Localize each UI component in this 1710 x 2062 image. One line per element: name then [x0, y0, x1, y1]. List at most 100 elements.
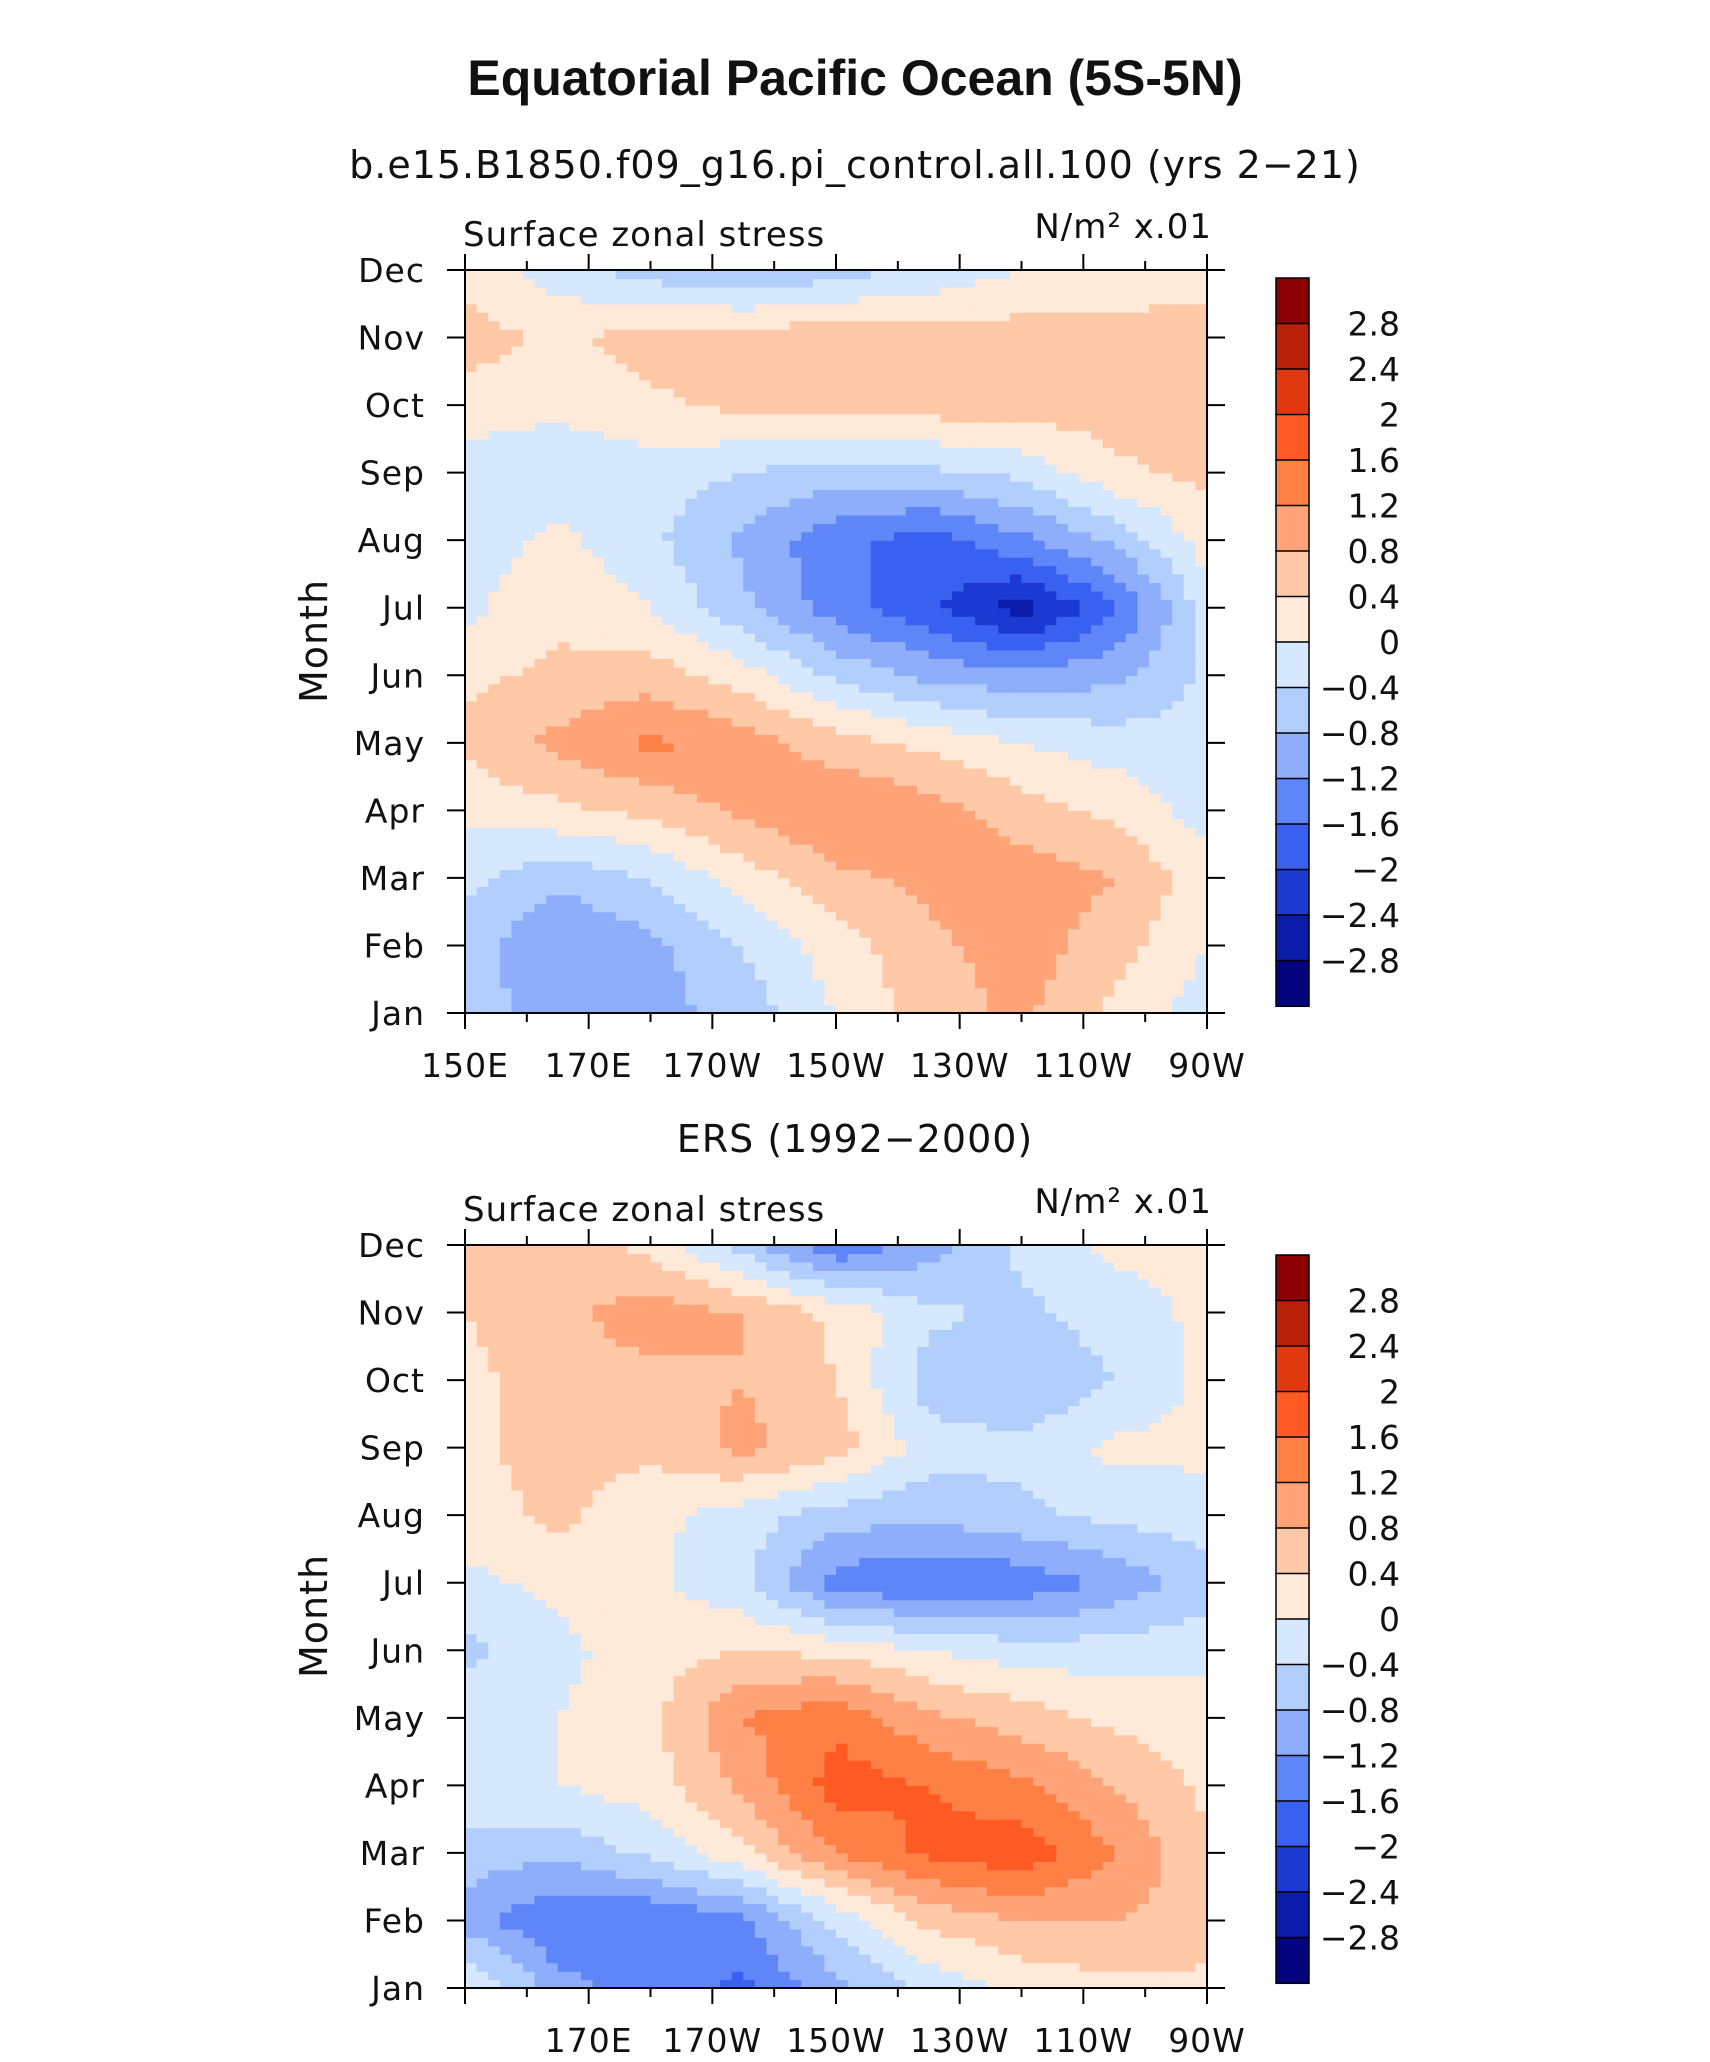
contour-cell: [812, 540, 825, 550]
contour-cell: [1137, 970, 1150, 980]
contour-cell: [836, 523, 849, 533]
contour-cell: [859, 818, 872, 828]
contour-cell: [893, 911, 907, 921]
contour-cell: [1091, 675, 1104, 685]
contour-cell: [824, 421, 837, 432]
contour-cell: [1033, 472, 1046, 482]
contour-cell: [882, 624, 895, 634]
contour-cell: [638, 852, 652, 862]
contour-cell: [812, 869, 825, 879]
contour-cell: [812, 827, 825, 837]
contour-cell: [998, 396, 1011, 406]
contour-cell: [940, 827, 953, 837]
contour-cell: [975, 920, 988, 930]
contour-cell: [476, 709, 489, 719]
contour-cell: [685, 582, 698, 592]
contour-cell: [870, 945, 883, 955]
contour-cell: [870, 793, 883, 803]
contour-cell: [1044, 438, 1057, 448]
contour-cell: [998, 649, 1011, 659]
contour-cell: [731, 869, 744, 879]
contour-cell: [1033, 759, 1046, 769]
contour-cell: [604, 548, 617, 558]
contour-cell: [650, 658, 663, 668]
contour-cell: [476, 590, 489, 600]
contour-cell: [662, 675, 675, 685]
contour-cell: [836, 455, 849, 465]
contour-cell: [546, 514, 559, 524]
contour-cell: [720, 658, 733, 668]
contour-cell: [1056, 649, 1069, 659]
contour-cell: [1044, 801, 1057, 811]
contour-cell: [754, 616, 768, 626]
contour-cell: [511, 861, 524, 871]
contour-cell: [720, 776, 733, 786]
contour-cell: [1114, 666, 1127, 676]
contour-cell: [905, 573, 918, 583]
contour-cell: [789, 675, 802, 685]
contour-cell: [847, 531, 860, 541]
contour-cell: [812, 658, 825, 668]
contour-cell: [499, 911, 512, 921]
contour-cell: [557, 607, 570, 617]
contour-cell: [905, 362, 918, 372]
contour-cell: [998, 388, 1011, 398]
contour-cell: [731, 996, 744, 1006]
contour-cell: [592, 869, 605, 879]
contour-cell: [673, 599, 686, 609]
contour-cell: [673, 751, 686, 761]
contour-cell: [1009, 937, 1023, 947]
contour-cell: [696, 970, 710, 980]
contour-cell: [522, 514, 536, 524]
contour-cell: [592, 421, 605, 432]
contour-cell: [1102, 945, 1115, 955]
contour-cell: [488, 649, 501, 659]
contour-cell: [998, 801, 1011, 811]
contour-cell: [847, 523, 860, 533]
contour-cell: [789, 489, 802, 499]
contour-cell: [465, 785, 478, 795]
contour-cell: [638, 877, 652, 887]
contour-cell: [499, 987, 512, 997]
contour-cell: [1114, 801, 1127, 811]
contour-cell: [1172, 903, 1185, 913]
contour-cell: [465, 506, 478, 516]
contour-cell: [604, 734, 617, 744]
contour-cell: [963, 371, 976, 381]
contour-cell: [882, 472, 895, 482]
contour-cell: [685, 768, 698, 778]
contour-cell: [1183, 472, 1196, 482]
contour-cell: [812, 987, 825, 997]
contour-cell: [580, 641, 594, 651]
contour-cell: [1021, 852, 1034, 862]
contour-cell: [905, 877, 918, 887]
contour-cell: [615, 675, 628, 685]
contour-cell: [1149, 810, 1162, 820]
contour-cell: [615, 599, 628, 609]
contour-cell: [1067, 421, 1081, 432]
contour-cell: [766, 1004, 779, 1013]
contour-cell: [859, 810, 872, 820]
contour-cell: [685, 869, 698, 879]
contour-cell: [1091, 835, 1104, 845]
contour-cell: [673, 582, 686, 592]
contour-cell: [801, 725, 814, 735]
contour-cell: [917, 371, 930, 381]
contour-cell: [1195, 709, 1207, 719]
contour-cell: [986, 725, 999, 735]
contour-cell: [1009, 877, 1023, 887]
contour-cell: [708, 709, 721, 719]
contour-cell: [557, 455, 570, 465]
contour-cell: [1009, 624, 1023, 634]
contour-cell: [499, 700, 512, 710]
contour-cell: [928, 683, 941, 693]
contour-cell: [1125, 776, 1139, 786]
contour-cell: [1021, 464, 1034, 474]
contour-cell: [778, 675, 791, 685]
contour-cell: [1067, 354, 1081, 364]
contour-cell: [1044, 793, 1057, 803]
contour-cell: [1195, 996, 1207, 1006]
contour-cell: [488, 979, 501, 989]
contour-cell: [812, 548, 825, 558]
contour-cell: [1137, 447, 1150, 457]
